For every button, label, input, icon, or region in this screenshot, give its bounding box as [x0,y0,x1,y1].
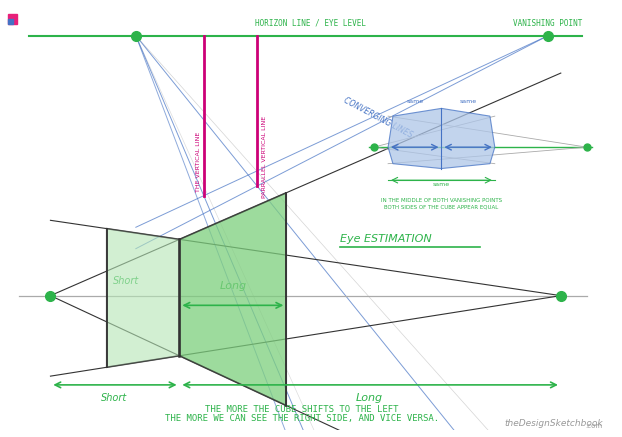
Text: same: same [433,182,450,187]
Text: PARRALLEL VERTICAL LINE: PARRALLEL VERTICAL LINE [262,116,267,198]
Text: THE MORE WE CAN SEE THE RIGHT SIDE, AND VICE VERSA.: THE MORE WE CAN SEE THE RIGHT SIDE, AND … [165,414,439,423]
Bar [7,19,12,24]
Text: Eye ESTIMATION: Eye ESTIMATION [340,234,431,244]
Text: THE MORE THE CUBE SHIFTS TO THE LEFT: THE MORE THE CUBE SHIFTS TO THE LEFT [205,405,399,414]
Text: VANISHING POINT: VANISHING POINT [514,19,583,28]
Bar [7,14,17,24]
Polygon shape [107,229,180,367]
Text: IN THE MIDDLE OF BOTH VANISHING POINTS
BOTH SIDES OF THE CUBE APPEAR EQUAL: IN THE MIDDLE OF BOTH VANISHING POINTS B… [381,198,502,210]
Text: CONVERGING LINES: CONVERGING LINES [343,96,414,140]
Text: .com: .com [585,423,602,429]
Polygon shape [388,108,495,169]
Text: same: same [460,98,476,104]
Text: theDesignSketchbook: theDesignSketchbook [504,419,603,428]
Polygon shape [180,193,286,406]
Text: HORIZON LINE / EYE LEVEL: HORIZON LINE / EYE LEVEL [255,19,366,28]
Text: Long: Long [220,281,246,291]
Text: Short: Short [113,276,139,286]
Text: THE VERTICAL LINE: THE VERTICAL LINE [197,132,202,192]
Text: Short: Short [101,393,128,402]
Text: Long: Long [356,393,383,402]
Text: same: same [406,98,424,104]
